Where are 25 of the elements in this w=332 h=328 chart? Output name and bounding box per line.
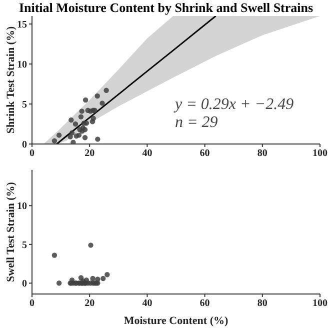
annotation: n = 29 (175, 114, 218, 132)
y-axis-title: Shrink Test Strain (%) (4, 26, 17, 134)
x-tick-label: 0 (30, 148, 34, 160)
x-tick-label: 40 (142, 148, 152, 160)
y-tick-label: 0 (22, 278, 27, 290)
x-tick-label: 0 (30, 298, 34, 310)
chart-title: Initial Moisture Content by Shrink and Swell Strains (18, 0, 314, 16)
x-tick-label: 60 (200, 148, 210, 160)
x-tick-label: 80 (257, 298, 268, 310)
x-tick-label: 80 (257, 148, 268, 160)
y-tick-label: 15 (17, 20, 27, 31)
x-tick-label: 100 (312, 148, 328, 160)
x-tick-label: 20 (84, 148, 95, 160)
y-axis-title: Swell Test Strain (%) (4, 182, 17, 282)
x-axis-title: Moisture Content (%) (124, 315, 228, 327)
x-tick-label: 100 (312, 298, 328, 310)
y-tick-label: 5 (22, 240, 27, 251)
y-tick-label: 0 (22, 140, 27, 151)
x-tick-label: 60 (200, 298, 210, 310)
x-tick-label: 20 (84, 298, 95, 310)
annotation: y = 0.29x + −2.49 (175, 96, 294, 114)
x-tick-label: 40 (142, 298, 152, 310)
y-tick-label: 10 (17, 201, 27, 212)
y-tick-label: 10 (17, 60, 27, 71)
y-tick-label: 5 (22, 100, 27, 111)
